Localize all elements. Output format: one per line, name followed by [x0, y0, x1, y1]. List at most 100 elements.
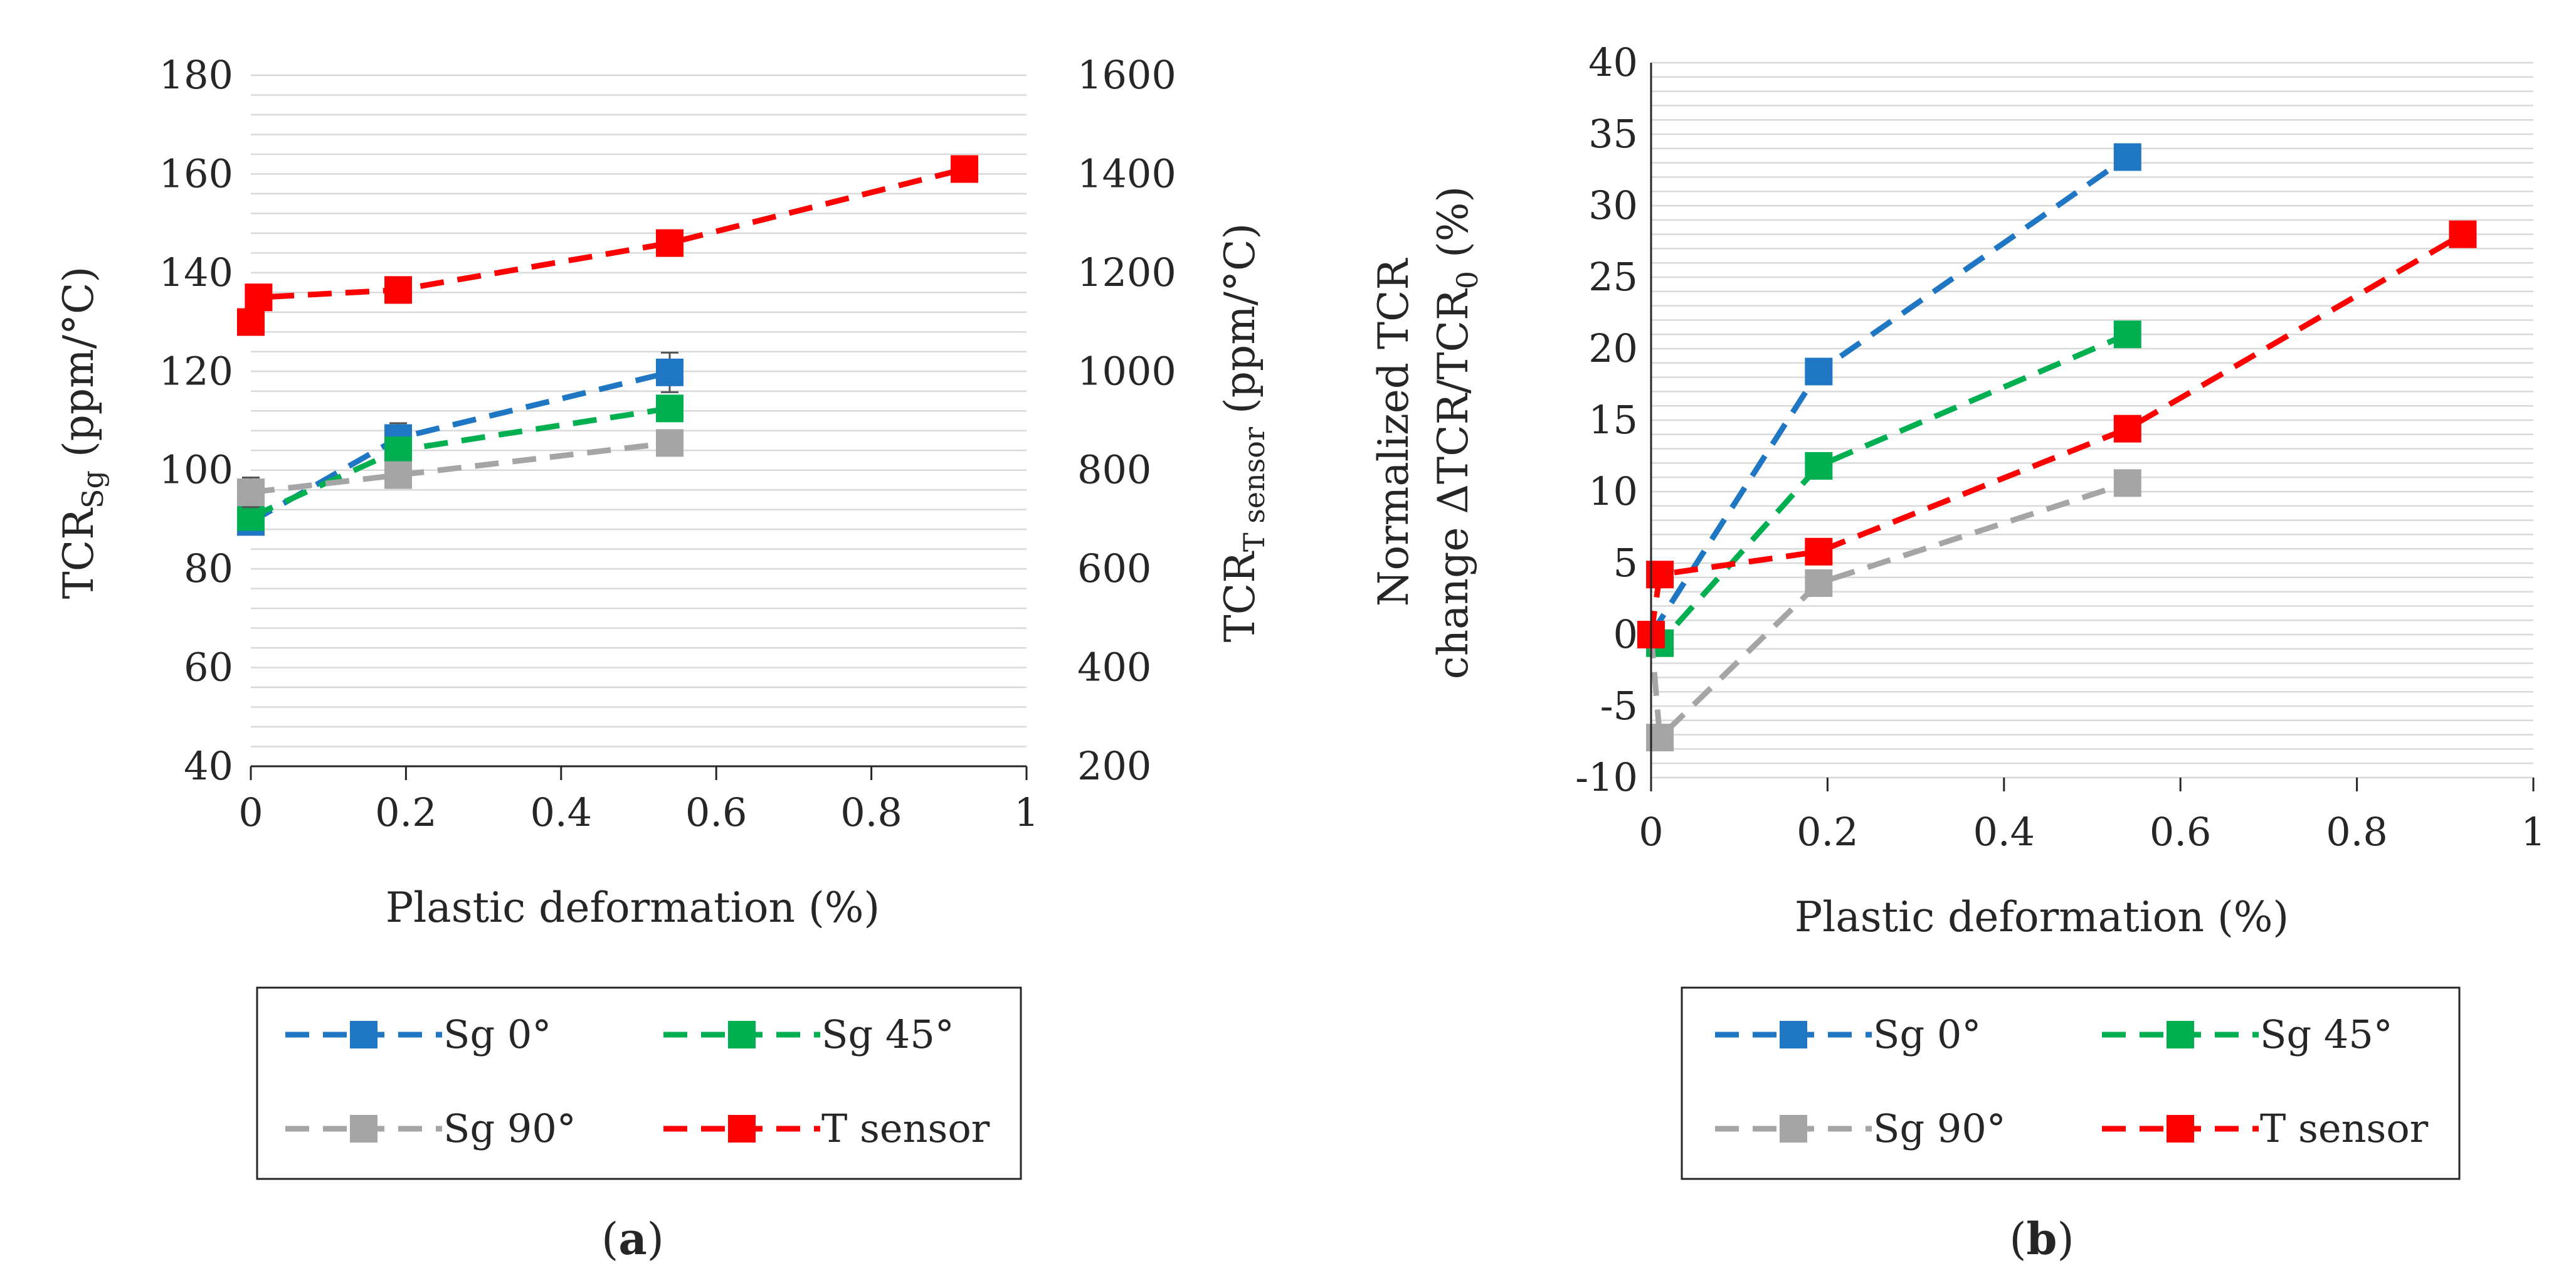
- panel-b-series-line-t-sensor: [1648, 231, 2464, 635]
- panel-a-chart: 40 60 80 100 120 140 160 180 200 400 600 800 1000 120…: [55, 52, 1271, 1265]
- panel-b-legend-label-sg-90: Sg 90°: [1873, 1106, 2006, 1151]
- panel-a-left-tick-label: 60: [184, 645, 233, 690]
- panel-b-y-tick-label: 15: [1588, 397, 1638, 443]
- panel-a-series-line-t-sensor: [248, 166, 966, 323]
- panel-b-series-line-sg-90: [1648, 480, 2129, 744]
- panel-a-legend-label-sg-45: Sg 45°: [821, 1011, 954, 1057]
- panel-b-marker-t-sensor: [2449, 220, 2477, 248]
- panel-a-legend-label-sg-90: Sg 90°: [443, 1106, 576, 1151]
- panel-a-marker-t-sensor: [951, 155, 979, 183]
- panel-b-legend: Sg 0° Sg 45° Sg 90° T sensor: [1681, 986, 2461, 1180]
- panel-a-right-tick-label: 1000: [1077, 348, 1176, 394]
- panel-b-gridlines: [1651, 61, 2533, 779]
- panel-b-marker-sg-90: [1805, 569, 1833, 597]
- panel-a-series-line-sg-0: [249, 369, 671, 525]
- panel-a-right-tick-label: 1600: [1077, 52, 1176, 98]
- panel-a-x-tick-label: 0.8: [840, 789, 902, 835]
- panel-a-marker-t-sensor: [384, 276, 413, 304]
- panel-b-chart: -10 -5 0 5 10 15 20 25 30 35 40 0 0.2 0.4 0.6 0.8 1 Plas…: [1370, 40, 2546, 1265]
- panel-a-legend-swatch-marker-sg-90: [350, 1115, 377, 1143]
- panel-a-x-tick-label: 0.4: [530, 789, 592, 835]
- panel-a-legend-swatch-marker-sg-0: [350, 1021, 377, 1048]
- panel-b-x-tick-label: 0.6: [2150, 809, 2212, 855]
- panel-a-series-line-sg-90: [250, 440, 670, 495]
- panel-b-caption-letter: b: [2027, 1213, 2057, 1265]
- panel-b-series: [1637, 143, 2477, 752]
- panel-b-y-tick-label: 25: [1588, 254, 1638, 300]
- panel-a-marker-sg-90: [655, 429, 684, 457]
- panel-b-marker-sg-0: [2113, 143, 2141, 171]
- panel-b-x-tick-label: 0.4: [1973, 809, 2035, 855]
- panel-b-y-axis-title-line2-subscript: 0: [1450, 271, 1484, 289]
- panel-a-legend-swatch-marker-t-sensor: [728, 1115, 756, 1143]
- panel-a-x-axis-title: Plastic deformation (%): [386, 884, 880, 932]
- panel-b-marker-sg-0: [1805, 357, 1833, 386]
- panel-b-y-tick-label: 5: [1613, 540, 1638, 586]
- panel-b-y-axis-title-line2-main: change ΔTCR/TCR: [1429, 288, 1477, 679]
- panel-a-marker-sg-0: [655, 358, 684, 386]
- panel-a-left-tick-label: 40: [184, 743, 233, 789]
- panel-a-left-tick-label: 180: [159, 52, 233, 98]
- panel-a-left-axis-title-subscript: Sg: [76, 470, 110, 509]
- panel-a-legend-label-sg-0: Sg 0°: [443, 1011, 551, 1057]
- panel-a-x-tick-label: 0.2: [375, 789, 437, 835]
- panel-b-y-tick-label: 0: [1613, 611, 1638, 657]
- panel-a-right-tick-label: 1200: [1077, 250, 1176, 295]
- panel-a-marker-t-sensor: [245, 283, 273, 312]
- panel-a-series: [237, 155, 979, 536]
- panel-a-marker-sg-45: [384, 436, 413, 465]
- panel-a-ticks: 40 60 80 100 120 140 160 180 200 400 600 800 1000 120…: [159, 52, 1176, 835]
- panel-a-legend-box: [256, 986, 1022, 1180]
- panel-b-x-tick-label: 0.2: [1797, 809, 1859, 855]
- panel-a-caption: (a): [601, 1213, 664, 1265]
- panel-a-right-axis-title: TCRT sensor (ppm/°C): [1216, 223, 1271, 643]
- panel-a-marker-sg-90: [384, 461, 413, 489]
- panel-b-marker-sg-45: [1805, 451, 1833, 480]
- panel-a-legend-swatch-marker-sg-45: [728, 1021, 756, 1048]
- panel-a-right-tick-label: 400: [1077, 645, 1151, 690]
- panel-a-marker-sg-90: [237, 478, 265, 507]
- panel-b-x-tick-label: 0: [1639, 809, 1663, 855]
- panel-b-ticks: -10 -5 0 5 10 15 20 25 30 35 40 0 0.2 0.4 0.6 0.8 1: [1575, 40, 2546, 855]
- panel-a-right-tick-label: 200: [1077, 743, 1151, 789]
- panel-a-left-tick-label: 160: [159, 150, 233, 196]
- panel-b-legend-swatch-marker-sg-0: [1780, 1021, 1807, 1048]
- panel-a-legend: Sg 0° Sg 45° Sg 90° T sensor: [256, 986, 1022, 1180]
- panel-b-y-tick-label: 35: [1588, 111, 1638, 157]
- panel-a-right-axis-title-main: TCR: [1216, 551, 1264, 643]
- panel-b-marker-t-sensor: [2113, 414, 2141, 443]
- panel-b-legend-label-sg-45: Sg 45°: [2260, 1011, 2393, 1057]
- panel-b-y-tick-label: 20: [1588, 325, 1638, 371]
- panel-a-right-tick-label: 600: [1077, 546, 1151, 591]
- panel-a-left-axis-title-main: TCR: [55, 507, 103, 599]
- panel-b-y-axis-title-line2-units: (%): [1429, 186, 1477, 271]
- panel-b-y-axis-title-line2: change ΔTCR/TCR0 (%): [1429, 186, 1484, 679]
- panel-b-legend-label-t-sensor: T sensor: [2260, 1106, 2429, 1151]
- panel-a-marker-t-sensor: [237, 308, 265, 336]
- panel-a-left-tick-label: 140: [159, 250, 233, 295]
- panel-b-x-axis-title: Plastic deformation (%): [1795, 893, 2289, 941]
- panel-a-right-axis-title-units: (ppm/°C): [1216, 223, 1264, 427]
- panel-b-x-tick-label: 1: [2521, 809, 2545, 855]
- panel-a-right-tick-label: 1400: [1077, 150, 1176, 196]
- panel-b-y-axis-title-line1: Normalized TCR: [1370, 257, 1418, 606]
- panel-b-y-tick-label: 10: [1588, 468, 1638, 514]
- panel-b-y-tick-label: -10: [1575, 754, 1638, 800]
- panel-a-left-tick-label: 120: [159, 348, 233, 394]
- panel-a-left-axis-title: TCRSg (ppm/°C): [55, 267, 110, 599]
- panel-b-legend-swatch-marker-sg-45: [2167, 1021, 2194, 1048]
- panel-b-legend-label-sg-0: Sg 0°: [1873, 1011, 1981, 1057]
- panel-b-legend-swatch-marker-sg-90: [1780, 1115, 1807, 1143]
- panel-a-gridlines: [251, 74, 1027, 768]
- panel-b-legend-box: [1681, 986, 2461, 1180]
- panel-a-x-tick-label: 0.6: [685, 789, 747, 835]
- panel-b-caption: (b): [2009, 1213, 2074, 1265]
- panel-b-y-tick-label: -5: [1600, 683, 1638, 729]
- panel-b-marker-t-sensor: [1805, 537, 1833, 566]
- panel-a-left-axis-title-units: (ppm/°C): [55, 267, 103, 470]
- panel-b-marker-sg-45: [2113, 320, 2141, 349]
- panel-a-marker-t-sensor: [655, 229, 684, 257]
- panel-b-x-tick-label: 0.8: [2326, 809, 2388, 855]
- panel-a-right-axis-title-subscript: T sensor: [1237, 427, 1271, 552]
